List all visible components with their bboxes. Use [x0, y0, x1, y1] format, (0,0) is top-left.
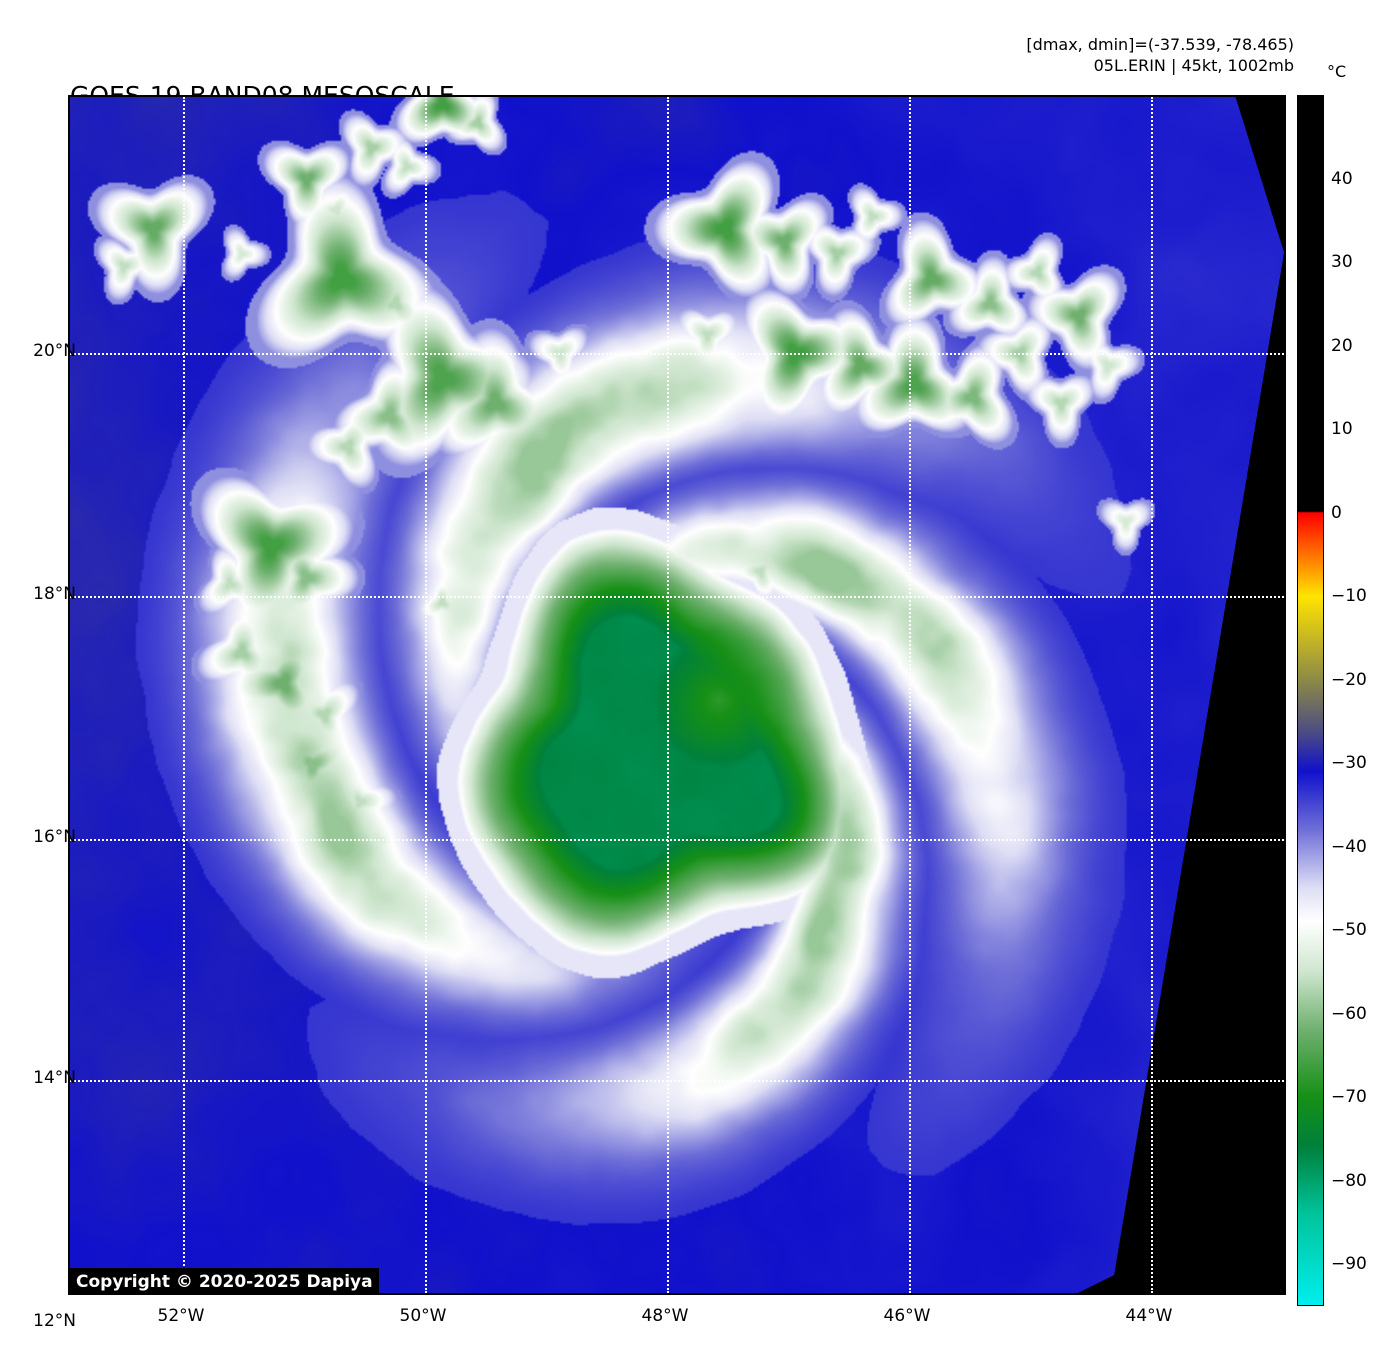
- colorbar-tick-30: 30: [1331, 252, 1353, 272]
- colorbar-tick-0: 0: [1331, 502, 1342, 523]
- colorbar-tick-neg50: −50: [1331, 920, 1367, 941]
- ytick-label-12n: 12°N: [33, 1311, 76, 1331]
- ytick-label-16n: 16°N: [33, 827, 76, 847]
- colorbar-tick-neg90: −90: [1331, 1254, 1367, 1275]
- colorbar-tick-10: 10: [1331, 419, 1353, 440]
- ytick-label-14n: 14°N: [33, 1068, 76, 1088]
- xtick-label-44w: 44°W: [1125, 1306, 1173, 1326]
- dmax-dmin-readout: [dmax, dmin]=(-37.539, -78.465): [1026, 35, 1294, 54]
- satellite-image-plot[interactable]: [68, 95, 1286, 1295]
- colorbar-tick-neg40: −40: [1331, 836, 1367, 857]
- copyright-banner: Copyright © 2020-2025 Dapiya: [70, 1268, 379, 1295]
- metadata-block: [dmax, dmin]=(-37.539, -78.465) 05L.ERIN…: [1026, 34, 1294, 76]
- storm-readout: 05L.ERIN | 45kt, 1002mb: [1093, 56, 1294, 75]
- colorbar-tick-40: 40: [1331, 168, 1353, 189]
- xtick-label-46w: 46°W: [883, 1306, 931, 1326]
- satellite-swath: [70, 97, 1284, 1293]
- colorbar-tick-neg10: −10: [1331, 586, 1367, 607]
- colorbar-tick-neg20: −20: [1331, 669, 1367, 690]
- colorbar-unit-label: °C: [1327, 62, 1347, 81]
- colorbar-tick-neg60: −60: [1331, 1003, 1367, 1024]
- colorbar-tick-20: 20: [1331, 335, 1353, 356]
- xtick-label-52w: 52°W: [157, 1306, 205, 1326]
- plot-inner: [70, 97, 1284, 1293]
- xtick-label-50w: 50°W: [399, 1306, 447, 1326]
- copyright-text: Copyright © 2020-2025 Dapiya: [76, 1271, 373, 1292]
- colorbar-gradient: [1298, 96, 1323, 1305]
- xtick-label-48w: 48°W: [641, 1306, 689, 1326]
- ytick-label-18n: 18°N: [33, 584, 76, 604]
- brightness-temperature-raster: [70, 97, 1284, 1293]
- colorbar-tick-neg30: −30: [1331, 753, 1367, 774]
- colorbar-tick-neg80: −80: [1331, 1170, 1367, 1191]
- ytick-label-20n: 20°N: [33, 341, 76, 361]
- colorbar[interactable]: [1297, 95, 1324, 1306]
- colorbar-tick-neg70: −70: [1331, 1087, 1367, 1108]
